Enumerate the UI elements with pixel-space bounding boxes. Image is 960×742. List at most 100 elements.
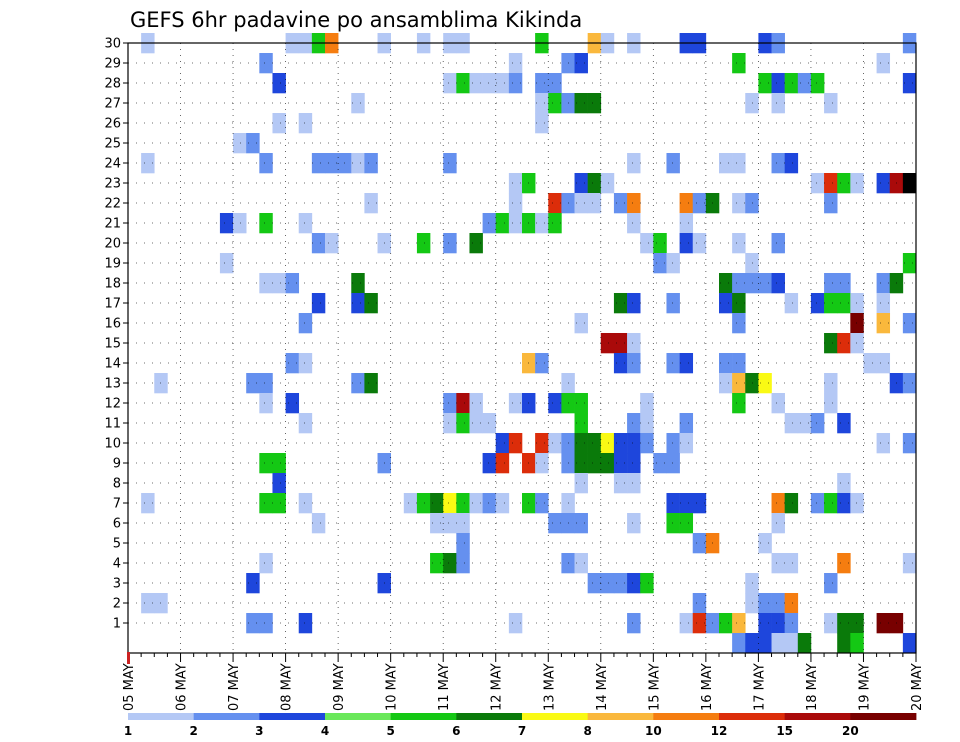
- heatmap-cell: [351, 273, 365, 294]
- heatmap-cell: [692, 593, 707, 614]
- heatmap-cell: [548, 393, 562, 414]
- heatmap-cell: [246, 133, 260, 154]
- heatmap-cell: [508, 393, 523, 414]
- heatmap-cell: [535, 93, 549, 114]
- y-tick-label: 16: [104, 317, 121, 332]
- heatmap-cell: [364, 153, 378, 174]
- heatmap-cell: [351, 293, 365, 314]
- heatmap-cell: [587, 433, 602, 454]
- heatmap-cell: [574, 553, 588, 574]
- heatmap-cell: [810, 293, 825, 314]
- heatmap-cell: [495, 73, 510, 94]
- grid-layer: [128, 42, 916, 653]
- heatmap-cell: [640, 573, 654, 594]
- color-bar-segment: [850, 713, 917, 720]
- x-axis: 05 MAY 06 MAY 07 MAY 08 MAY 09 MAY 10 MAY 11 M…: [122, 652, 925, 711]
- color-bar-segment: [193, 713, 260, 720]
- heatmap-cell: [758, 593, 772, 614]
- heatmap-cell: [430, 513, 444, 534]
- color-bar: 1 2 3 4 5 6 7 8 10 12 15 20: [124, 713, 917, 738]
- color-bar-label: 12: [711, 724, 728, 738]
- x-tick-label: 17 MAY: [752, 663, 767, 711]
- heatmap-cell: [876, 173, 891, 194]
- heatmap-cell: [482, 493, 497, 514]
- heatmap-cell: [902, 173, 917, 194]
- heatmap-cell: [837, 293, 851, 314]
- heatmap-cell: [627, 293, 641, 314]
- heatmap-cell: [692, 193, 707, 214]
- y-tick-label: 21: [104, 217, 121, 232]
- color-bar-segment: [522, 713, 589, 720]
- heatmap-cell: [876, 313, 891, 334]
- y-tick-label: 3: [113, 577, 121, 592]
- heatmap-cell: [876, 613, 891, 634]
- y-tick-label: 10: [104, 437, 121, 452]
- y-tick-label: 25: [104, 137, 121, 152]
- heatmap-cell: [732, 393, 746, 414]
- heatmap-cell: [325, 233, 339, 254]
- heatmap-cell: [666, 353, 680, 374]
- heatmap-cell: [679, 613, 694, 634]
- heatmap-cell: [311, 233, 326, 254]
- heatmap-cell: [298, 493, 313, 514]
- heatmap-cell: [850, 313, 864, 334]
- heatmap-cell: [298, 213, 313, 234]
- y-tick-label: 13: [104, 377, 121, 392]
- color-bar-label: 1: [124, 724, 132, 738]
- heatmap-cell: [548, 213, 562, 234]
- heatmap-cell: [797, 413, 812, 434]
- heatmap-cell: [627, 193, 641, 214]
- y-tick-label: 20: [104, 237, 121, 252]
- heatmap-cell: [745, 633, 759, 654]
- color-bar-label: 3: [255, 724, 263, 738]
- heatmap-cell: [679, 193, 694, 214]
- heatmap-cell: [364, 373, 378, 394]
- heatmap-cell: [285, 393, 300, 414]
- heatmap-cell: [771, 633, 785, 654]
- heatmap-cell: [574, 93, 588, 114]
- heatmap-cell: [666, 253, 680, 274]
- heatmap-cell: [508, 53, 523, 74]
- heatmap-cell: [627, 353, 641, 374]
- heatmap-cell: [902, 373, 917, 394]
- heatmap-cell: [574, 53, 588, 74]
- y-axis: 1234567891011121314151617181920212223242…: [104, 37, 128, 632]
- heatmap-cell: [508, 73, 523, 94]
- heatmap-cell: [574, 173, 588, 194]
- heatmap-cell: [745, 253, 759, 274]
- heatmap-cell: [653, 453, 667, 474]
- heatmap-cell: [771, 493, 785, 514]
- heatmap-cell: [810, 173, 825, 194]
- heatmap-cell: [482, 73, 497, 94]
- heatmap-cell: [863, 353, 877, 374]
- heatmap-cell: [272, 473, 286, 494]
- heatmap-cell: [692, 533, 707, 554]
- heatmap-cell: [719, 153, 733, 174]
- heatmap-cell: [771, 393, 785, 414]
- x-tick-label: 15 MAY: [647, 663, 662, 711]
- y-tick-label: 5: [113, 537, 121, 552]
- color-bar-segment: [653, 713, 720, 720]
- heatmap-cell: [771, 73, 785, 94]
- heatmap-cell: [837, 333, 851, 354]
- heatmap-cell: [587, 453, 602, 474]
- heatmap-cell: [640, 433, 654, 454]
- heatmap-cell: [298, 613, 313, 634]
- heatmap-cell: [850, 633, 864, 654]
- heatmap-cell: [745, 193, 759, 214]
- x-axis-start-marker: [127, 652, 130, 664]
- heatmap-cell: [613, 573, 628, 594]
- y-tick-label: 26: [104, 117, 121, 132]
- heatmap-cell: [837, 493, 851, 514]
- heatmap-cell: [732, 633, 746, 654]
- heatmap-cell: [745, 93, 759, 114]
- heatmap-cell: [574, 313, 588, 334]
- heatmap-cell: [574, 453, 588, 474]
- heatmap-cell: [876, 273, 891, 294]
- heatmap-cell: [627, 213, 641, 234]
- heatmap-cell: [259, 273, 273, 294]
- color-bar-segment: [784, 713, 851, 720]
- heatmap-cell: [535, 353, 549, 374]
- heatmap-cell: [758, 613, 772, 634]
